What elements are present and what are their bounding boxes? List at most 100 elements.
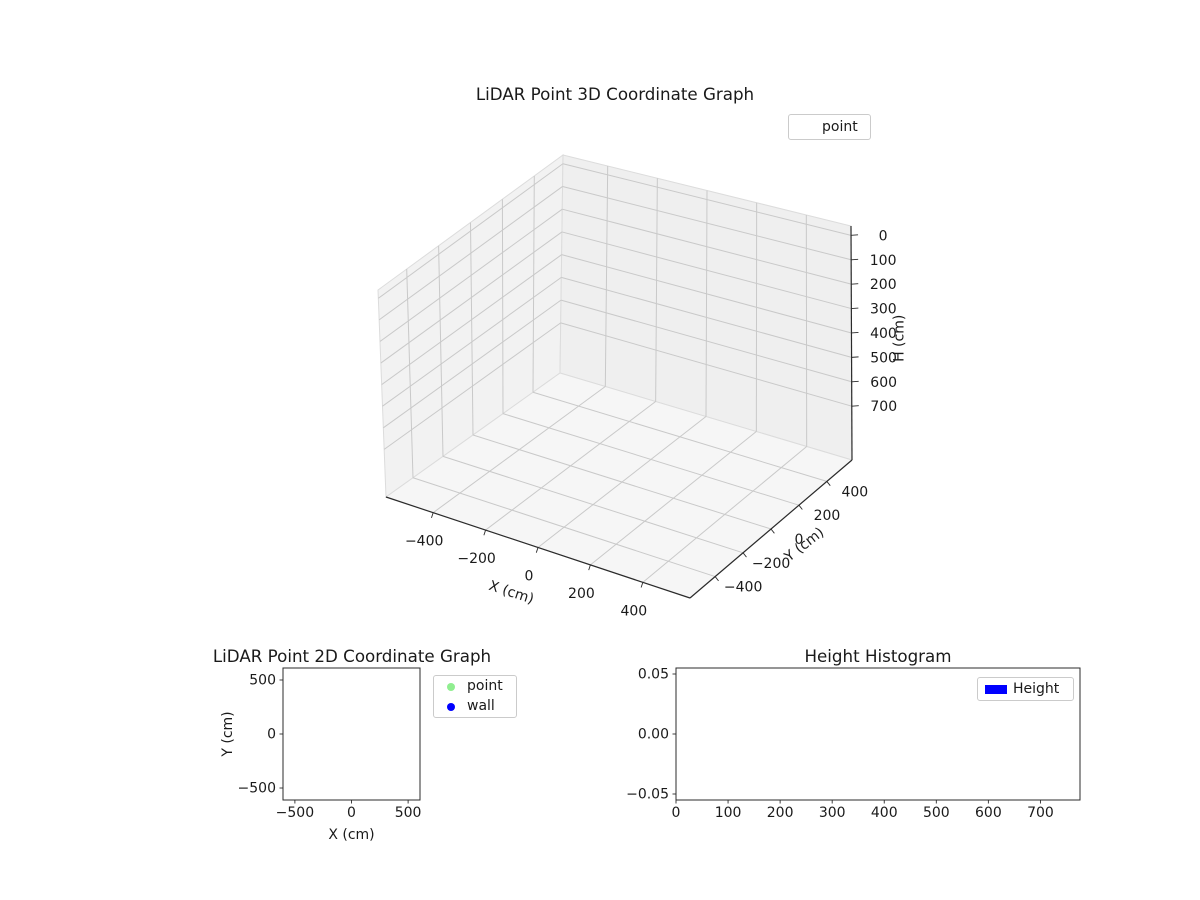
gridline: [412, 477, 716, 578]
histogram-title: Height Histogram: [804, 646, 952, 666]
legend-entry-point-3d: point: [796, 119, 863, 136]
legend-entry-point: point: [441, 678, 509, 695]
gridline: [383, 322, 561, 450]
gridline: [560, 299, 852, 383]
z-axis-spine-3d: [850, 225, 853, 461]
x-tick-label-3d: 0: [525, 569, 534, 585]
gridline: [561, 254, 852, 334]
chart-2d-y-tick-label: −500: [238, 781, 276, 797]
z-tick-3d: [851, 234, 859, 236]
gridline: [562, 208, 852, 285]
gridline: [655, 178, 658, 402]
x-tick-3d: [588, 564, 591, 571]
x-tick-label-3d: 400: [620, 603, 647, 619]
gridline: [379, 208, 563, 342]
legend-entry-wall: wall: [441, 698, 509, 715]
wall-marker-wrap: [441, 702, 461, 711]
x-tick-3d: [483, 529, 487, 536]
y-tick-label-3d: −400: [724, 580, 762, 596]
gridline: [561, 276, 852, 358]
histogram-y-tick-label: 0.00: [638, 727, 669, 743]
x-tick-3d: [431, 512, 434, 519]
legend-label-wall: wall: [467, 698, 495, 714]
histogram-x-tick-label: 600: [975, 805, 1002, 821]
y-tick-3d: [770, 528, 775, 534]
histogram-x-tick-label: 200: [767, 805, 794, 821]
histogram-x-tick-label: 300: [819, 805, 846, 821]
histogram-x-tick-label: 0: [672, 805, 681, 821]
y-tick-3d: [714, 576, 719, 582]
y-tick-label-3d: 0: [795, 532, 804, 548]
z-axis-label-3d: H (cm): [891, 315, 907, 362]
gridline: [442, 455, 744, 554]
gridline: [532, 175, 535, 393]
z-tick-label-3d: 500: [870, 350, 897, 366]
gridline: [501, 199, 504, 414]
gridline: [470, 222, 474, 436]
chart-2d-y-axis-label: Y (cm): [220, 711, 236, 757]
x-tick-3d: [535, 547, 539, 553]
legend-entry-height: Height: [985, 681, 1066, 698]
histogram-x-tick-label: 700: [1027, 805, 1054, 821]
chart-3d-title: LiDAR Point 3D Coordinate Graph: [475, 84, 755, 104]
z-tick-label-3d: 600: [870, 375, 897, 391]
y-axis-label-3d: Y (cm): [781, 525, 827, 566]
gridline: [560, 322, 852, 407]
gridline: [532, 391, 828, 482]
x-tick-label-3d: 200: [568, 586, 595, 602]
y-tick-label-3d: 400: [841, 484, 868, 500]
gridline: [381, 254, 562, 386]
gridline: [561, 231, 852, 310]
gridline: [562, 185, 852, 261]
y-tick-3d: [742, 552, 747, 558]
chart-2d-x-axis-label: X (cm): [328, 827, 374, 843]
y-tick-label-3d: −200: [752, 556, 790, 572]
z-tick-label-3d: 700: [870, 399, 897, 415]
legend-label-height: Height: [1013, 680, 1060, 697]
height-swatch-icon: [985, 684, 1007, 694]
y-tick-3d: [798, 504, 803, 510]
z-tick-label-3d: 0: [879, 228, 888, 244]
histogram-y-tick-label: −0.05: [626, 787, 669, 803]
wall-dot-icon: [447, 702, 455, 711]
z-tick-label-3d: 400: [870, 326, 897, 342]
z-tick-3d: [851, 356, 859, 358]
gridline: [406, 269, 414, 478]
z-tick-3d: [851, 405, 859, 407]
chart-2d-x-tick-label: 500: [395, 805, 422, 821]
histogram-x-tick-label: 100: [715, 805, 742, 821]
gridline: [705, 190, 708, 417]
z-tick-label-3d: 200: [870, 277, 897, 293]
point-marker-wrap: [441, 682, 461, 691]
chart-2d-frame: [282, 667, 421, 801]
x-tick-label-3d: −400: [405, 534, 443, 550]
gridline: [604, 166, 609, 387]
gridline: [562, 163, 852, 236]
gridline: [380, 231, 563, 364]
y-tick-label-3d: 200: [814, 508, 841, 524]
point-dot-icon: [447, 682, 455, 691]
z-tick-3d: [851, 283, 859, 285]
legend-label-point-3d: point: [822, 118, 858, 135]
gridline: [383, 299, 562, 429]
gridline: [502, 413, 800, 506]
z-tick-3d: [851, 332, 859, 334]
gridline: [378, 163, 564, 299]
histogram-legend: Height: [977, 677, 1074, 701]
chart-3d-legend: point: [788, 114, 871, 140]
gridline: [378, 186, 563, 321]
x-tick-3d: [640, 582, 644, 588]
x-tick-label-3d: −200: [457, 551, 495, 567]
y-tick-3d: [826, 481, 831, 486]
gridline: [472, 434, 772, 530]
chart-2d-y-tick-label: 0: [267, 727, 276, 743]
z-tick-label-3d: 100: [870, 253, 897, 269]
gridline: [438, 245, 444, 457]
chart-2d-title: LiDAR Point 2D Coordinate Graph: [212, 646, 492, 666]
histogram-y-tick-label: 0.05: [638, 667, 669, 683]
z-tick-3d: [851, 380, 859, 383]
legend-label-point: point: [467, 678, 503, 694]
gridline: [382, 276, 562, 407]
